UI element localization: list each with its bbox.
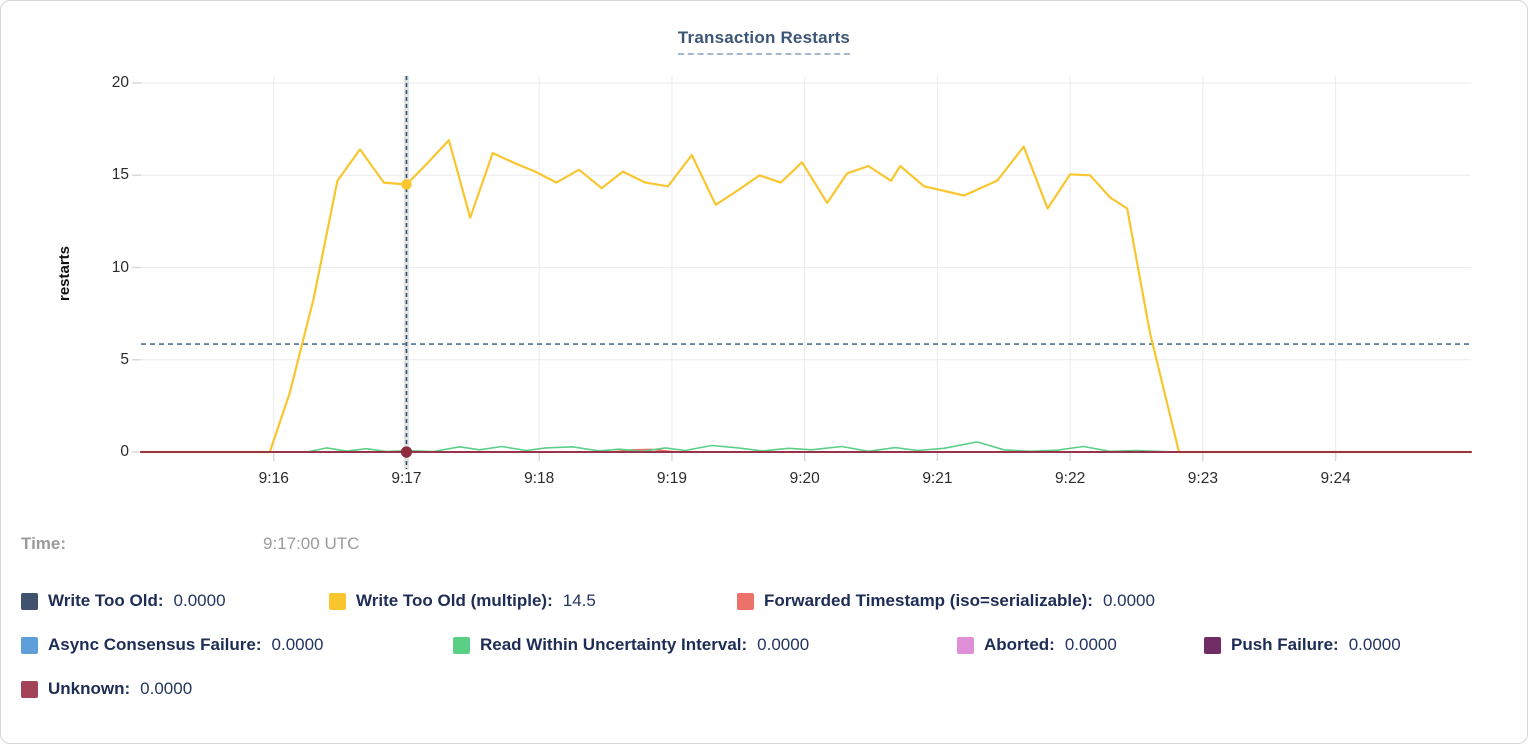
legend-swatch bbox=[21, 680, 38, 698]
chart-title-row: Transaction Restarts bbox=[1, 28, 1527, 55]
x-tick-label: 9:22 bbox=[1055, 470, 1086, 487]
legend-swatch bbox=[21, 592, 38, 610]
legend-item-read-within-uncertainty-interval[interactable]: Read Within Uncertainty Interval: 0.0000 bbox=[453, 635, 957, 655]
hover-dot bbox=[401, 179, 412, 190]
legend-label: Read Within Uncertainty Interval: bbox=[480, 635, 748, 654]
x-tick-label: 9:16 bbox=[258, 470, 289, 487]
legend-item-unknown[interactable]: Unknown: 0.0000 bbox=[21, 679, 192, 699]
legend-value: 0.0000 bbox=[757, 635, 810, 654]
y-axis-title: restarts bbox=[56, 245, 74, 302]
y-tick-label: 10 bbox=[111, 258, 129, 276]
legend-label: Aborted: bbox=[984, 635, 1055, 654]
x-tick-label: 9:18 bbox=[524, 470, 555, 487]
hover-dot bbox=[400, 446, 413, 458]
legend-label: Write Too Old: bbox=[48, 591, 164, 610]
legend-value: 0.0000 bbox=[1064, 635, 1117, 654]
legend-row: Async Consensus Failure: 0.0000 Read Withi… bbox=[21, 635, 1517, 655]
legend-row: Write Too Old: 0.0000 Write Too Old (multi… bbox=[21, 591, 1517, 611]
legend-label: Push Failure: bbox=[1231, 635, 1339, 654]
x-tick-label: 9:19 bbox=[656, 470, 688, 487]
legend-swatch bbox=[1204, 636, 1221, 654]
legend-item-async-consensus-failure[interactable]: Async Consensus Failure: 0.0000 bbox=[21, 635, 453, 655]
x-tick-label: 9:21 bbox=[922, 470, 953, 487]
time-label: Time: bbox=[21, 534, 67, 553]
y-tick-label: 15 bbox=[111, 166, 129, 184]
chart-legend: Write Too Old: 0.0000 Write Too Old (multi… bbox=[21, 591, 1517, 723]
legend-value: 0.0000 bbox=[173, 591, 226, 610]
legend-swatch bbox=[329, 592, 346, 610]
y-tick-label: 20 bbox=[111, 74, 129, 91]
legend-label: Forwarded Timestamp (iso=serializable): bbox=[764, 591, 1093, 610]
chart-title[interactable]: Transaction Restarts bbox=[677, 28, 851, 55]
legend-item-aborted[interactable]: Aborted: 0.0000 bbox=[957, 635, 1204, 655]
legend-swatch bbox=[453, 636, 470, 654]
legend-row: Unknown: 0.0000 bbox=[21, 679, 1517, 699]
legend-label: Unknown: bbox=[48, 679, 131, 698]
legend-item-write-too-old[interactable]: Write Too Old: 0.0000 bbox=[21, 591, 329, 611]
time-value: 9:17:00 UTC bbox=[263, 534, 360, 553]
legend-swatch bbox=[21, 636, 38, 654]
legend-item-forwarded-timestamp-iso-serializable[interactable]: Forwarded Timestamp (iso=serializable): 0… bbox=[737, 591, 1155, 611]
legend-item-push-failure[interactable]: Push Failure: 0.0000 bbox=[1204, 635, 1401, 655]
legend-label: Async Consensus Failure: bbox=[48, 635, 262, 654]
hover-time-row: Time: 9:17:00 UTC bbox=[21, 534, 359, 554]
x-tick-label: 9:24 bbox=[1320, 470, 1351, 487]
legend-swatch bbox=[957, 636, 974, 654]
legend-swatch bbox=[737, 592, 754, 610]
y-tick-label: 0 bbox=[120, 443, 129, 460]
legend-value: 0.0000 bbox=[1348, 635, 1401, 654]
series-line bbox=[139, 139, 1473, 454]
x-tick-label: 9:20 bbox=[789, 470, 820, 487]
legend-value: 0.0000 bbox=[1102, 591, 1155, 610]
legend-value: 14.5 bbox=[562, 591, 596, 610]
legend-item-write-too-old-multiple[interactable]: Write Too Old (multiple): 14.5 bbox=[329, 591, 737, 611]
x-tick-label: 9:23 bbox=[1187, 470, 1218, 487]
legend-label: Write Too Old (multiple): bbox=[356, 591, 553, 610]
y-tick-label: 5 bbox=[120, 350, 129, 368]
legend-value: 0.0000 bbox=[271, 635, 324, 654]
legend-value: 0.0000 bbox=[140, 679, 193, 698]
x-tick-label: 9:17 bbox=[391, 470, 422, 487]
series-line bbox=[140, 441, 1472, 453]
